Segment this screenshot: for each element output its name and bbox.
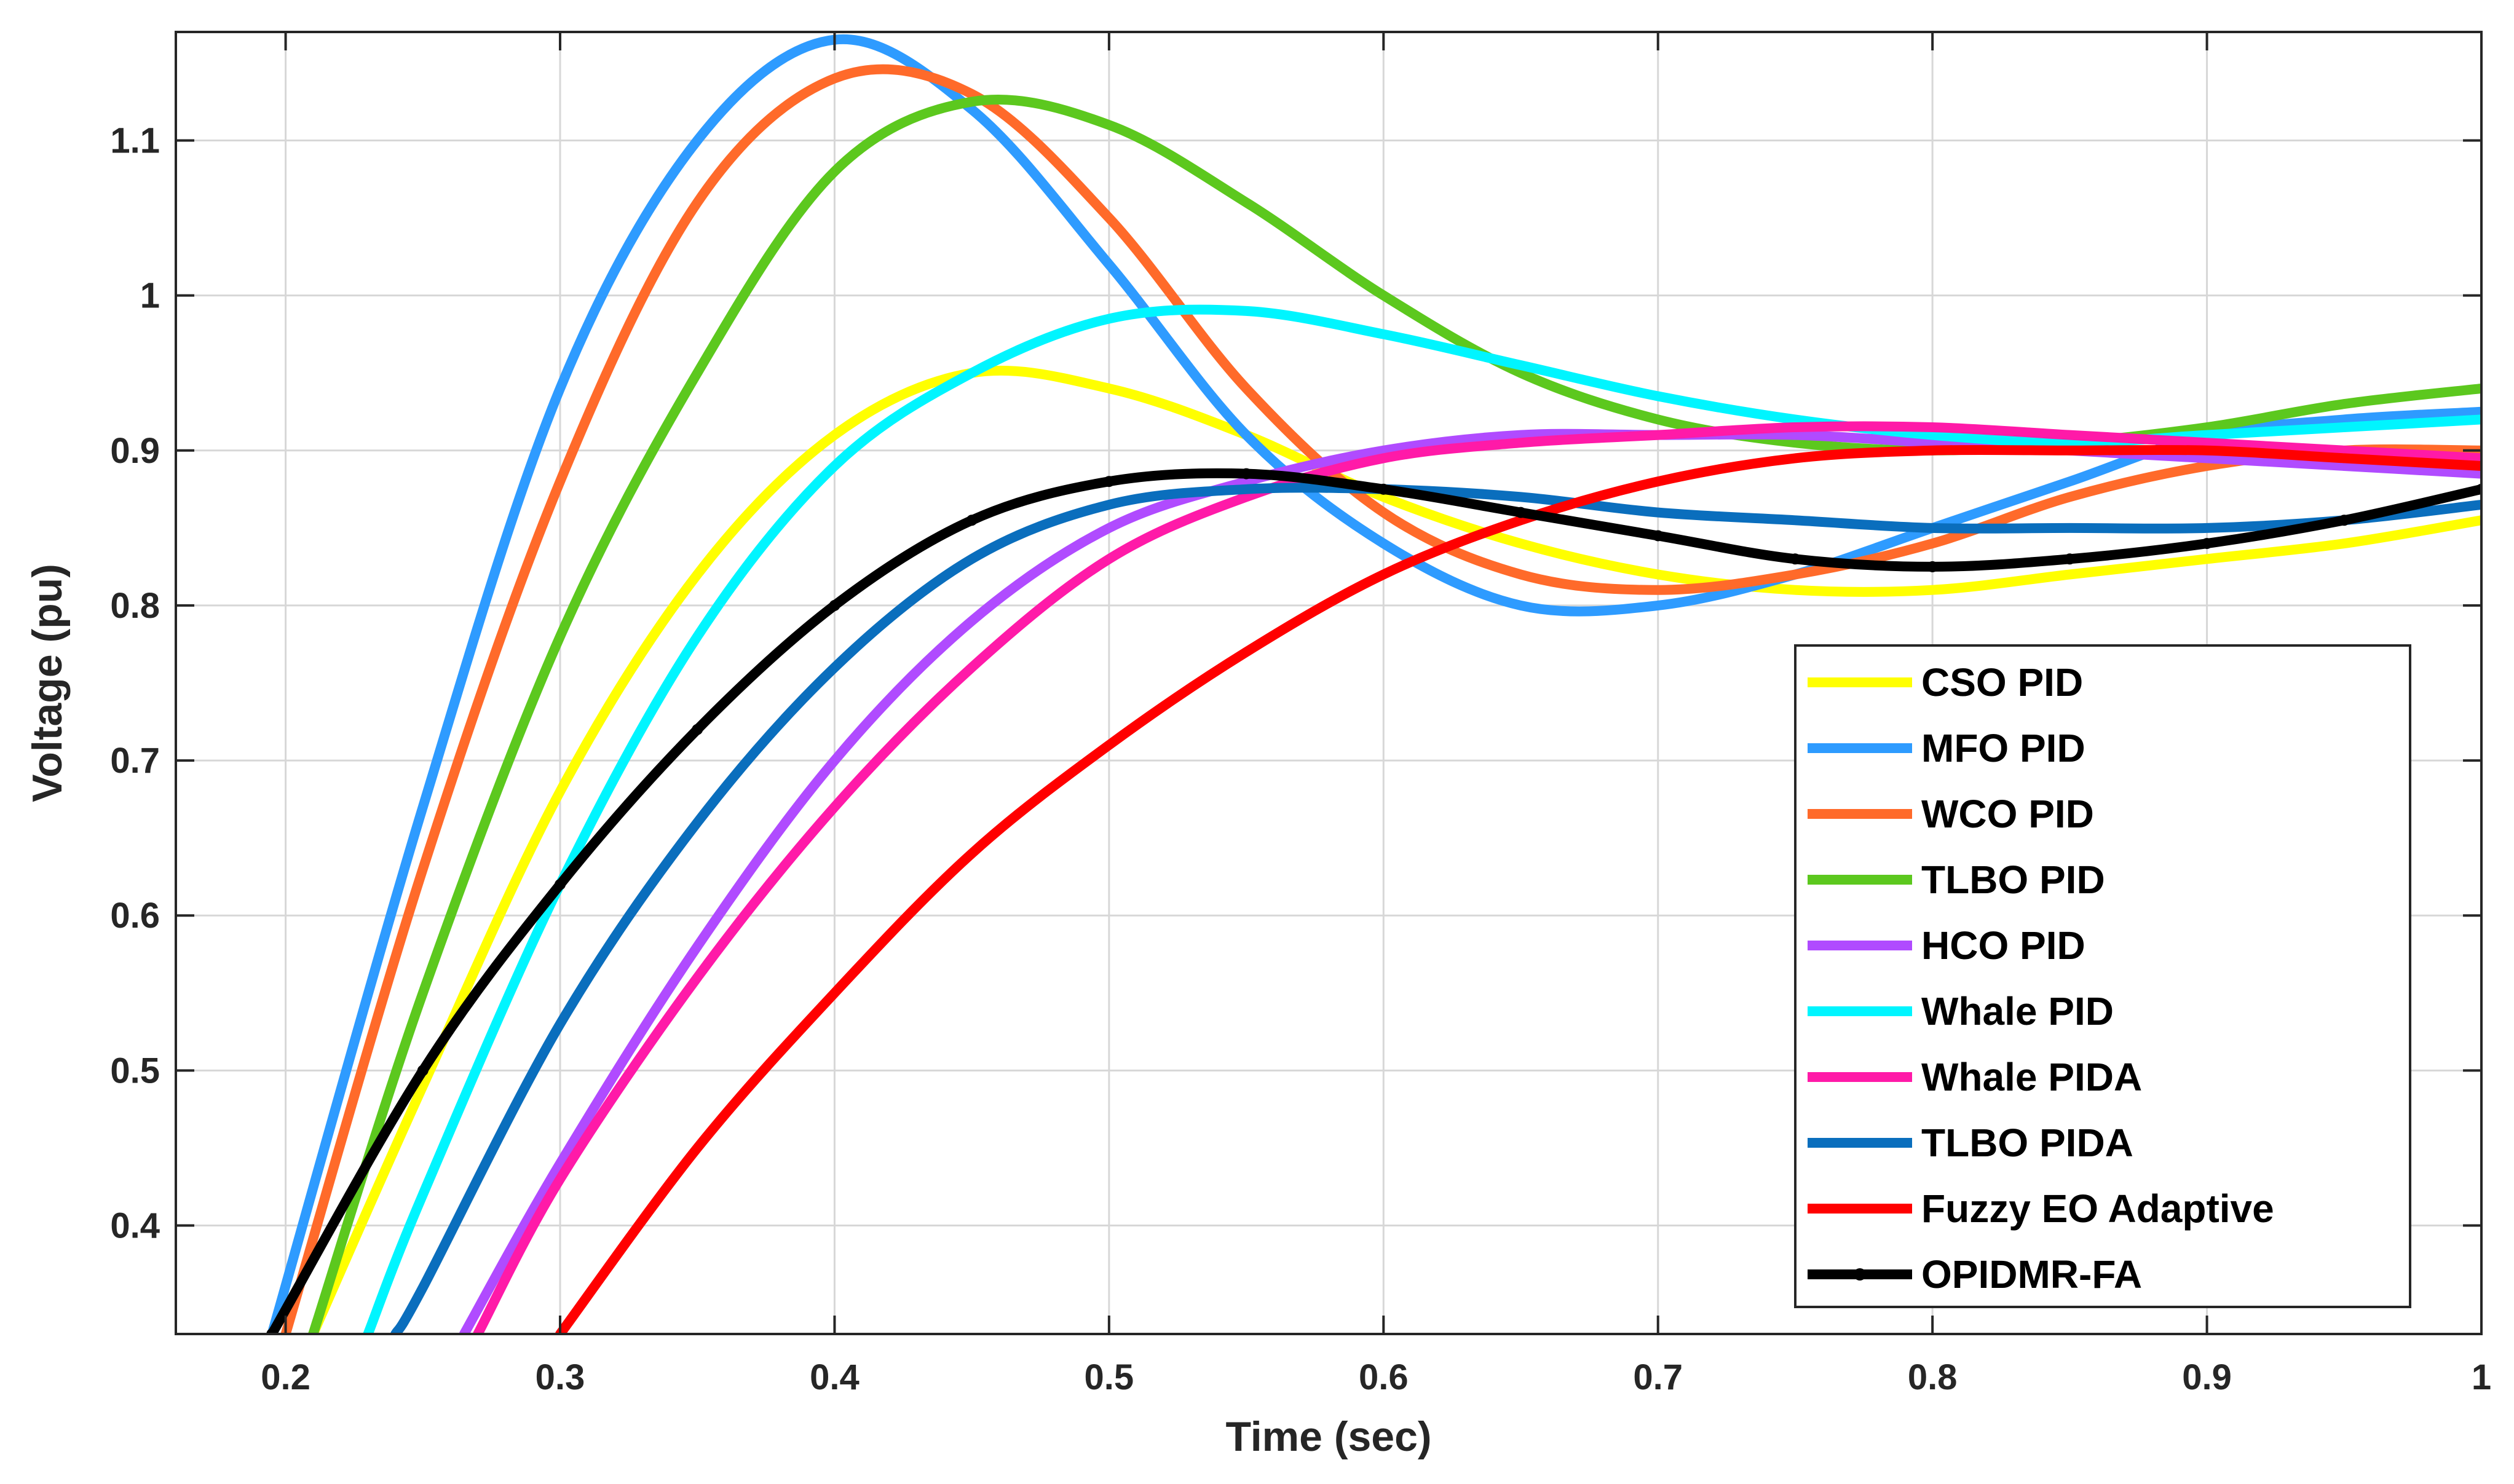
series-marker-opidmr-fa <box>1103 476 1115 487</box>
y-tick-label: 0.4 <box>110 1206 160 1246</box>
y-tick-label: 0.9 <box>110 431 160 471</box>
series-marker-opidmr-fa <box>1927 561 1939 572</box>
series-line-mfo-pid <box>267 34 2481 1334</box>
x-tick-label: 0.9 <box>2182 1357 2232 1397</box>
legend-marker-opidmr-fa <box>1854 1268 1866 1281</box>
y-tick-label: 0.5 <box>110 1051 160 1091</box>
series-line-opidmr-fa <box>267 468 2481 1334</box>
legend: CSO PID MFO PID WCO PID TLBO PID HCO PID Whal… <box>1794 644 2411 1308</box>
series-marker-opidmr-fa <box>2476 483 2481 495</box>
plot-frame <box>175 31 2483 1335</box>
legend-label-whale-pid: Whale PID <box>1921 989 2114 1033</box>
x-tick-label: 0.4 <box>810 1357 860 1397</box>
y-tick-label: 1.1 <box>110 121 160 161</box>
series-marker-opidmr-fa <box>2338 515 2350 526</box>
y-tick-label: 0.8 <box>110 586 160 626</box>
x-tick-label: 0.7 <box>1633 1357 1683 1397</box>
legend-label-opidmr-fa: OPIDMR-FA <box>1921 1252 2142 1297</box>
y-tick-label: 0.7 <box>110 741 160 781</box>
series-marker-opidmr-fa <box>692 724 703 735</box>
series-marker-opidmr-fa <box>829 599 840 611</box>
legend-label-whale-pida: Whale PIDA <box>1921 1055 2142 1099</box>
x-axis-title: Time (sec) <box>1225 1413 1431 1460</box>
legend-box <box>1794 644 2411 1308</box>
series-marker-opidmr-fa <box>1515 507 1527 518</box>
series-line-tlbo-pida <box>390 483 2481 1334</box>
x-tick-label: 0.8 <box>1908 1357 1958 1397</box>
series-marker-opidmr-fa <box>966 515 978 526</box>
x-tick-label: 0.6 <box>1359 1357 1409 1397</box>
series-marker-opidmr-fa <box>417 1065 429 1076</box>
y-tick-label: 0.6 <box>110 896 160 936</box>
series-marker-opidmr-fa <box>1789 553 1801 565</box>
x-tick-label: 0.2 <box>261 1357 310 1397</box>
series-line-cso-pid <box>308 365 2481 1334</box>
series-marker-opidmr-fa <box>2064 553 2076 565</box>
series-marker-opidmr-fa <box>1241 468 1252 480</box>
series-line-wco-pid <box>280 64 2481 1334</box>
series-marker-opidmr-fa <box>555 878 566 890</box>
series-marker-opidmr-fa <box>266 1328 278 1334</box>
y-axis-ticks: 0.4 0.5 0.6 0.7 0.8 0.9 1 1.1 <box>110 121 2481 1246</box>
series-line-whale-pid <box>363 304 2481 1334</box>
series-layer <box>266 34 2481 1334</box>
series-marker-opidmr-fa <box>2201 538 2213 550</box>
legend-label-tlbo-pid: TLBO PID <box>1921 858 2105 902</box>
legend-label-hco-pid: HCO PID <box>1921 923 2085 968</box>
x-tick-label: 1 <box>2472 1357 2491 1397</box>
series-marker-opidmr-fa <box>1652 530 1664 542</box>
legend-label-cso-pid: CSO PID <box>1921 660 2083 705</box>
y-axis-title: Voltage (pu) <box>24 564 71 802</box>
x-tick-label: 0.5 <box>1085 1357 1134 1397</box>
legend-label-wco-pid: WCO PID <box>1921 792 2094 836</box>
series-line-fuzzy-eo-adaptive <box>555 444 2481 1334</box>
series-marker-opidmr-fa <box>1378 483 1389 495</box>
x-tick-label: 0.3 <box>536 1357 585 1397</box>
legend-label-tlbo-pida: TLBO PIDA <box>1921 1121 2133 1165</box>
series-line-whale-pida <box>473 421 2481 1334</box>
legend-label-mfo-pid: MFO PID <box>1921 726 2085 770</box>
y-tick-label: 1 <box>140 276 160 316</box>
legend-label-fuzzy-eo-adaptive: Fuzzy EO Adaptive <box>1921 1186 2274 1231</box>
x-axis-ticks: 0.2 0.3 0.4 0.5 0.6 0.7 0.8 0.9 1 <box>261 32 2491 1397</box>
